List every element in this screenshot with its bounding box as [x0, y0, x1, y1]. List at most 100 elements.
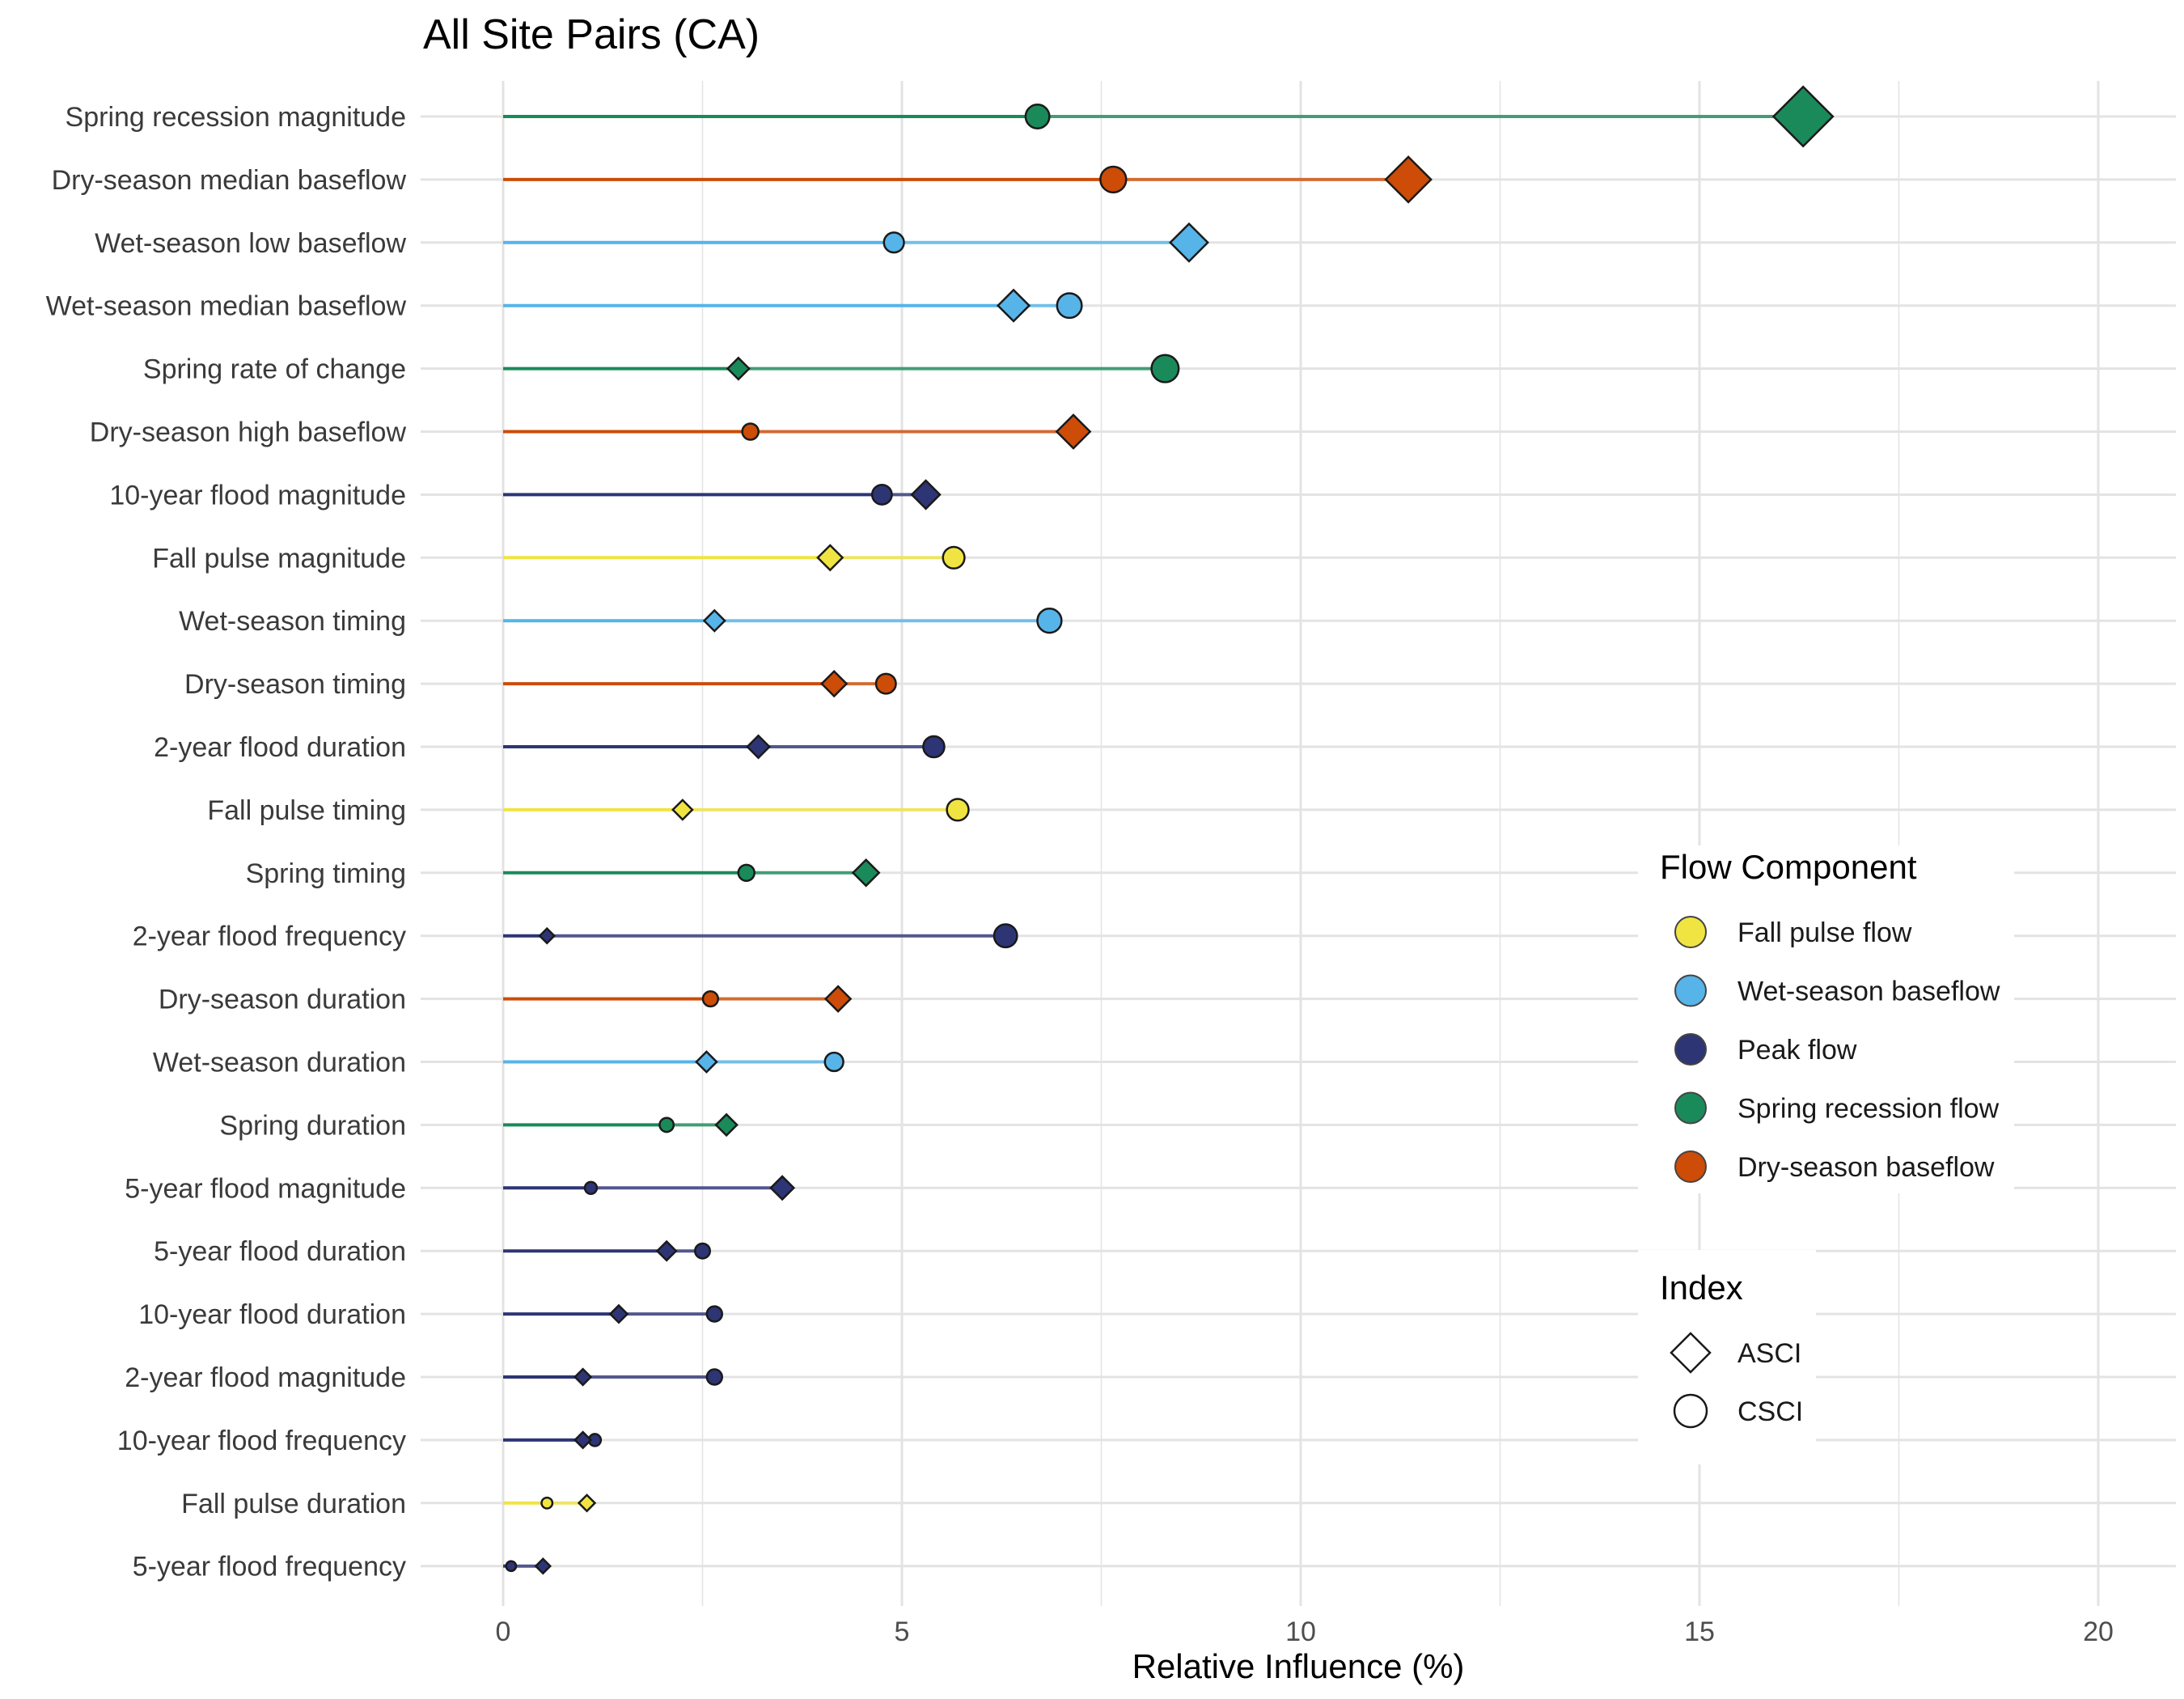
x-tick-label: 15 [1684, 1616, 1715, 1647]
y-tick-label: Fall pulse timing [207, 795, 406, 826]
y-tick-label: Fall pulse magnitude [152, 543, 406, 574]
asci-point [746, 734, 772, 760]
csci-point [942, 545, 966, 570]
legend-flow-title: Flow Component [1660, 848, 1917, 886]
y-tick-label: Fall pulse duration [181, 1489, 406, 1519]
asci-point [608, 1303, 629, 1324]
csci-point [874, 672, 897, 695]
y-tick-label: Wet-season low baseflow [95, 228, 406, 259]
y-tick-label: Spring timing [246, 858, 406, 889]
x-tick-label: 5 [895, 1616, 910, 1647]
csci-point [694, 1242, 711, 1260]
csci-point [701, 989, 719, 1008]
y-tick-label: Spring recession magnitude [66, 102, 406, 133]
asci-point [1384, 155, 1433, 204]
x-tick-label: 10 [1285, 1616, 1316, 1647]
legend-flow-label: Spring recession flow [1737, 1094, 2000, 1125]
y-tick-label: 2-year flood frequency [133, 922, 406, 952]
legend-flow-swatch [1674, 916, 1707, 948]
csci-point [705, 1305, 723, 1323]
legend-flow-swatch [1674, 1033, 1707, 1066]
csci-point [1024, 104, 1051, 129]
csci-point [922, 735, 946, 759]
asci-point [573, 1367, 593, 1387]
legend-flow-label: Fall pulse flow [1737, 917, 1912, 948]
csci-point [583, 1180, 599, 1195]
y-tick-label: 10-year flood magnitude [109, 480, 406, 511]
csci-point [505, 1560, 518, 1573]
csci-point [823, 1051, 844, 1073]
y-tick-label: Spring duration [219, 1110, 406, 1141]
legend-flow-swatch [1674, 1091, 1707, 1125]
y-tick-label: Wet-season timing [179, 606, 406, 637]
legend-flow-swatch [1674, 1150, 1707, 1183]
legend-flow-label: Dry-season baseflow [1737, 1152, 1995, 1183]
y-tick-label: 5-year flood duration [154, 1236, 406, 1267]
csci-point [1150, 354, 1180, 383]
asci-point [695, 1050, 718, 1074]
csci-point [540, 1496, 554, 1510]
asci-point [1771, 85, 1835, 148]
csci-point [737, 863, 756, 883]
legend-index-label: CSCI [1737, 1396, 1803, 1427]
csci-point [993, 923, 1018, 949]
x-tick-labels: 0 5 10 15 20 [496, 1616, 2114, 1647]
asci-point [577, 1494, 597, 1513]
asci-point [714, 1112, 739, 1138]
y-tick-label: 2-year flood duration [154, 732, 406, 763]
asci-point [1169, 222, 1209, 263]
chart-title: All Site Pairs (CA) [423, 11, 760, 58]
legend-flow-swatch [1674, 974, 1707, 1007]
y-tick-label: Spring rate of change [143, 354, 406, 385]
asci-point [996, 288, 1031, 323]
legend-index-label: ASCI [1737, 1338, 1801, 1369]
y-tick-label: 10-year flood duration [138, 1299, 406, 1330]
y-tick-label: Dry-season high baseflow [90, 417, 407, 448]
asci-point [702, 608, 726, 633]
y-tick-label: 5-year flood magnitude [125, 1173, 406, 1204]
asci-point [851, 858, 881, 888]
legend-flow-label: Peak flow [1737, 1035, 1857, 1066]
csci-point [1056, 292, 1083, 320]
y-tick-label: Dry-season median baseflow [52, 165, 407, 196]
x-tick-label: 20 [2083, 1616, 2114, 1647]
legend-flow-label: Wet-season baseflow [1737, 977, 2000, 1007]
legend-asci-swatch [1670, 1332, 1712, 1374]
segment-layer [503, 115, 1804, 1568]
csci-point [1099, 165, 1128, 194]
y-tick-label: Wet-season median baseflow [46, 291, 407, 322]
csci-point [705, 1368, 723, 1386]
asci-point [816, 544, 844, 572]
y-tick-labels: Spring recession magnitude Dry-season med… [46, 102, 407, 1582]
legend-index-title: Index [1660, 1269, 1743, 1307]
csci-point [882, 231, 905, 254]
asci-point [534, 1557, 552, 1575]
legend-index: Index ASCI CSCI [1638, 1250, 1816, 1464]
asci-point [823, 985, 853, 1013]
asci-point [820, 669, 849, 698]
asci-point [538, 926, 557, 945]
legend-csci-swatch [1673, 1393, 1708, 1429]
x-axis-label: Relative Influence (%) [1132, 1647, 1465, 1685]
asci-point [573, 1430, 593, 1450]
asci-point [769, 1175, 796, 1201]
y-tick-label: 10-year flood frequency [117, 1426, 406, 1456]
y-tick-label: Dry-season duration [159, 985, 406, 1015]
asci-point [1055, 413, 1092, 450]
x-tick-label: 0 [496, 1616, 511, 1647]
asci-point [671, 799, 694, 821]
y-tick-label: Wet-season duration [153, 1048, 406, 1078]
csci-point [658, 1116, 675, 1133]
csci-point [741, 422, 760, 441]
asci-point [655, 1239, 678, 1262]
legend-flow-component: Flow Component Fall pulse flow Wet-season… [1638, 845, 2014, 1193]
csci-point [1036, 608, 1063, 634]
y-tick-label: 5-year flood frequency [133, 1552, 406, 1582]
csci-point [870, 483, 893, 506]
csci-point [946, 798, 970, 822]
asci-point [726, 356, 751, 381]
y-tick-label: Dry-season timing [184, 669, 406, 700]
asci-point [910, 479, 942, 511]
